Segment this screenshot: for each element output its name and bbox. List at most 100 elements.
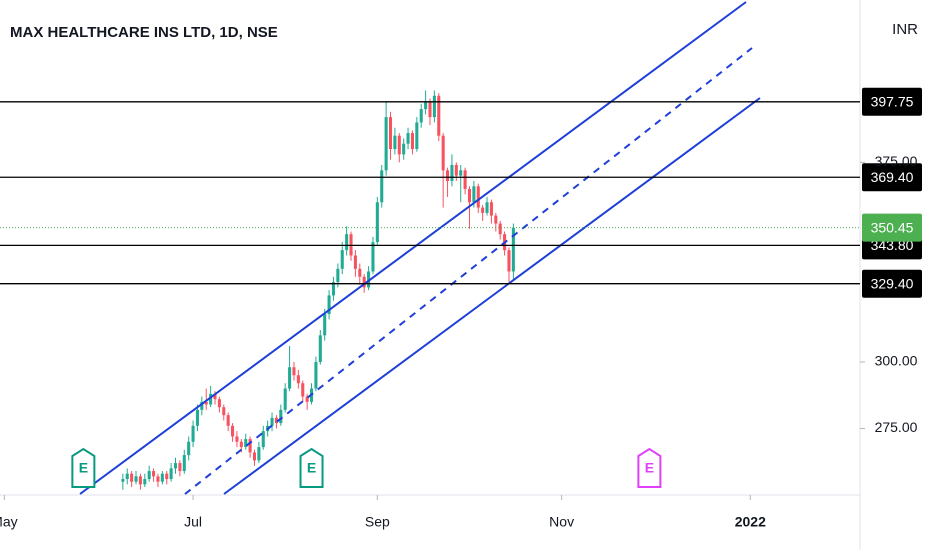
candle-body xyxy=(340,250,344,269)
candle-body xyxy=(182,455,186,472)
candle-body xyxy=(248,439,252,453)
candle-body xyxy=(437,95,441,136)
candle-body xyxy=(511,227,515,272)
candle-body xyxy=(244,439,248,448)
channel-middle xyxy=(184,47,753,495)
x-tick-label: 2022 xyxy=(735,514,766,530)
candle-body xyxy=(485,202,489,213)
candle-body xyxy=(314,361,318,389)
last-price-badge xyxy=(862,213,922,242)
candle-body xyxy=(327,295,331,315)
candle-body xyxy=(296,375,300,384)
candle-body xyxy=(507,250,511,272)
candle-body xyxy=(217,399,221,408)
candle-body xyxy=(252,452,257,461)
candle-body xyxy=(367,271,371,288)
candle-body xyxy=(472,186,476,203)
candle-body xyxy=(204,401,208,405)
candle-body xyxy=(476,186,480,208)
candle-body xyxy=(375,202,379,243)
candle-body xyxy=(323,314,327,336)
candle-body xyxy=(305,396,309,402)
candle-body xyxy=(257,447,261,461)
candle-body xyxy=(489,202,493,216)
candle-body xyxy=(134,476,138,482)
candle-body xyxy=(292,367,296,376)
candle-body xyxy=(288,367,292,389)
candle-body xyxy=(353,255,357,269)
channel-upper xyxy=(79,1,747,495)
candle-body xyxy=(371,242,375,272)
candle-body xyxy=(410,133,414,150)
candle-body xyxy=(318,335,322,362)
level-badge xyxy=(862,269,922,298)
level-badge xyxy=(862,87,922,116)
candle-body xyxy=(283,388,287,410)
level-label: 329.40 xyxy=(871,275,914,291)
candle-body xyxy=(209,393,213,405)
axis-layer: 275.00 300.00 375.00 May Jul Sep Nov 2022 E E E xyxy=(0,153,918,530)
candle-body xyxy=(195,409,199,426)
candle-body xyxy=(143,479,147,485)
candle-body xyxy=(415,122,419,150)
candle-body xyxy=(178,463,182,472)
candle-body xyxy=(450,165,454,181)
candle-body xyxy=(428,101,432,118)
candle-body xyxy=(226,415,230,426)
last-price-label: 350.45 xyxy=(871,219,914,235)
candle-body xyxy=(270,417,274,426)
x-tick-label: Sep xyxy=(365,514,390,530)
candle-body xyxy=(169,468,173,480)
candle-body xyxy=(279,409,283,424)
candle-body xyxy=(160,473,164,482)
candle-body xyxy=(165,473,169,480)
candle-body xyxy=(454,165,458,176)
level-label: 369.40 xyxy=(871,169,914,185)
candle-body xyxy=(301,383,305,397)
candle-body xyxy=(424,101,428,110)
candle-body xyxy=(380,170,384,203)
candle-body xyxy=(498,223,502,235)
candle-body xyxy=(239,441,243,448)
candle-body xyxy=(393,135,397,150)
candle-body xyxy=(147,471,151,480)
candle-body xyxy=(261,431,265,448)
channel xyxy=(79,1,761,495)
candle-body xyxy=(446,170,450,181)
candle-body xyxy=(397,135,401,155)
candle-body xyxy=(274,417,278,424)
x-tick-label: Jul xyxy=(184,514,202,530)
candle-body xyxy=(345,234,349,251)
level-badge xyxy=(862,163,922,192)
candle-body xyxy=(441,135,445,171)
candle-body xyxy=(235,436,239,442)
candle-body xyxy=(336,268,340,283)
x-tick-label: Nov xyxy=(549,514,574,530)
candle-body xyxy=(213,393,217,400)
candle-body xyxy=(331,282,336,296)
candle-body xyxy=(222,407,226,416)
candle-body xyxy=(231,425,235,437)
y-tick-label: 375.00 xyxy=(875,153,918,169)
earnings-marker xyxy=(637,447,662,488)
channel-lower xyxy=(223,97,761,495)
candle-body xyxy=(459,170,463,176)
earnings-label: E xyxy=(645,460,654,476)
candle-body xyxy=(432,95,436,118)
candle-body xyxy=(388,117,393,150)
chart-title: MAX HEALTHCARE INS LTD, 1D, NSE xyxy=(10,24,278,41)
currency-label[interactable]: INR xyxy=(892,21,918,38)
candle-body xyxy=(187,441,191,456)
candle-body xyxy=(402,143,406,155)
candle-body xyxy=(152,471,156,477)
candle-body xyxy=(481,207,485,213)
earnings-marker xyxy=(71,447,96,488)
candle-body xyxy=(463,170,467,189)
candle-body xyxy=(358,268,362,277)
candle-body xyxy=(384,117,388,171)
x-tick-label: May xyxy=(0,514,18,530)
candle-body xyxy=(362,276,366,288)
level-label: 397.75 xyxy=(871,93,914,109)
